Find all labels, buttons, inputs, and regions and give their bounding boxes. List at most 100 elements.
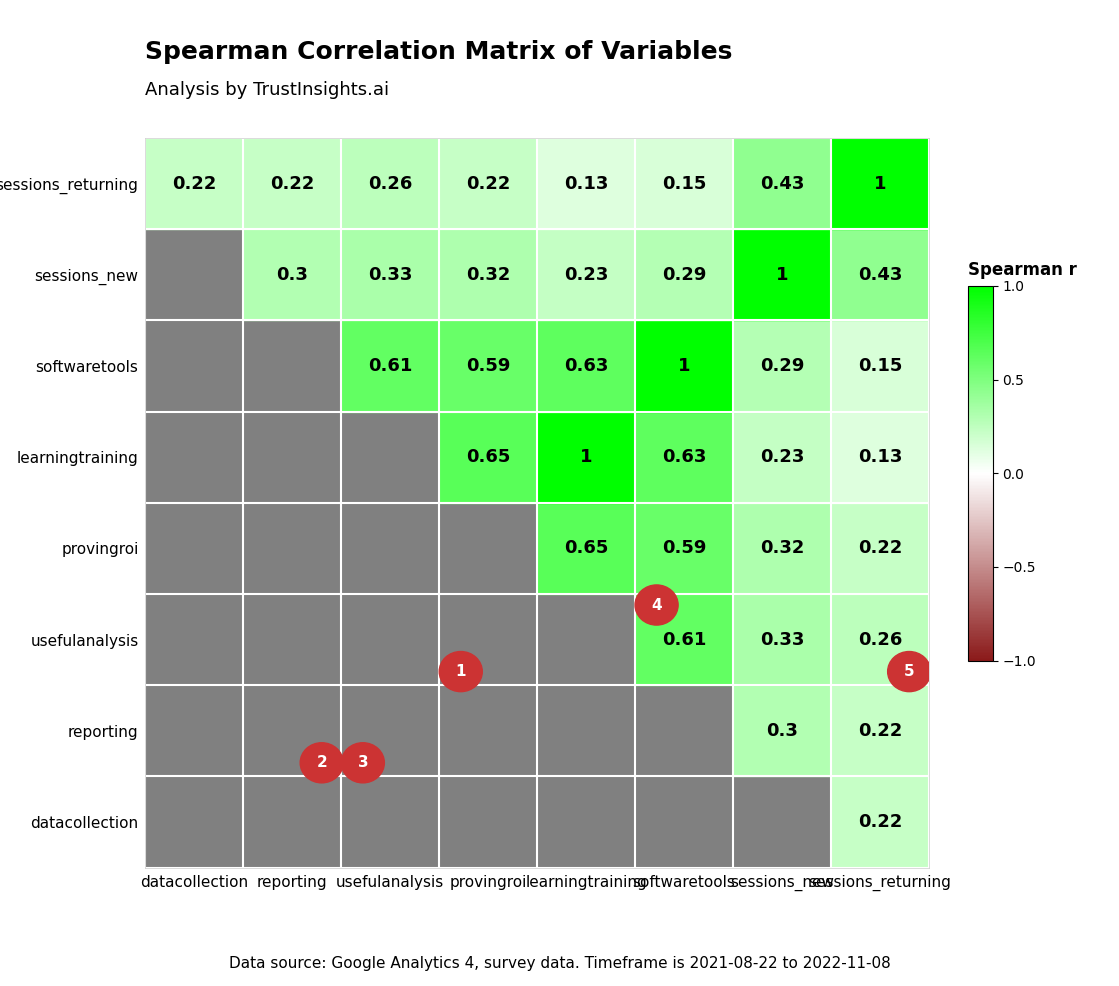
Bar bbox=[537, 229, 634, 320]
Text: 0.13: 0.13 bbox=[564, 175, 609, 192]
Bar bbox=[341, 138, 439, 229]
Text: 4: 4 bbox=[651, 598, 661, 612]
Bar bbox=[244, 777, 341, 868]
Text: 0.3: 0.3 bbox=[767, 722, 798, 740]
Text: 1: 1 bbox=[678, 357, 690, 375]
Text: Spearman r: Spearman r bbox=[968, 261, 1076, 279]
Text: 0.3: 0.3 bbox=[276, 266, 308, 284]
Text: 2: 2 bbox=[317, 755, 327, 770]
Bar bbox=[733, 685, 830, 777]
Bar bbox=[439, 503, 537, 594]
Text: 0.61: 0.61 bbox=[661, 631, 706, 649]
Bar bbox=[830, 320, 929, 412]
Bar bbox=[636, 503, 733, 594]
Bar bbox=[636, 685, 733, 777]
Text: 0.22: 0.22 bbox=[857, 539, 902, 557]
Text: 0.43: 0.43 bbox=[760, 175, 805, 192]
Bar bbox=[830, 229, 929, 320]
Circle shape bbox=[887, 652, 931, 691]
Text: 1: 1 bbox=[775, 266, 788, 284]
Text: 0.26: 0.26 bbox=[857, 631, 902, 649]
Bar bbox=[244, 594, 341, 685]
Bar bbox=[733, 594, 830, 685]
Bar bbox=[537, 777, 634, 868]
Bar bbox=[341, 777, 439, 868]
Bar bbox=[636, 412, 733, 503]
Bar bbox=[439, 777, 537, 868]
Bar bbox=[244, 229, 341, 320]
Text: 0.23: 0.23 bbox=[760, 449, 805, 466]
Bar bbox=[145, 777, 243, 868]
Text: 3: 3 bbox=[358, 755, 368, 770]
Bar bbox=[733, 138, 830, 229]
Text: 1: 1 bbox=[455, 665, 466, 679]
Bar bbox=[145, 594, 243, 685]
Text: 0.29: 0.29 bbox=[661, 266, 706, 284]
Bar bbox=[244, 412, 341, 503]
Text: 1: 1 bbox=[874, 175, 886, 192]
Bar bbox=[439, 138, 537, 229]
Bar bbox=[636, 138, 733, 229]
Bar bbox=[145, 138, 243, 229]
Text: 0.63: 0.63 bbox=[564, 357, 609, 375]
Bar bbox=[537, 685, 634, 777]
Text: 0.22: 0.22 bbox=[857, 722, 902, 740]
Text: 0.59: 0.59 bbox=[466, 357, 510, 375]
Text: 0.33: 0.33 bbox=[368, 266, 413, 284]
Bar bbox=[537, 503, 634, 594]
Text: 0.26: 0.26 bbox=[368, 175, 413, 192]
Bar bbox=[733, 503, 830, 594]
Text: 5: 5 bbox=[904, 665, 914, 679]
Bar bbox=[341, 594, 439, 685]
Bar bbox=[830, 777, 929, 868]
Text: 0.15: 0.15 bbox=[857, 357, 902, 375]
Bar bbox=[636, 777, 733, 868]
Bar bbox=[244, 138, 341, 229]
Circle shape bbox=[341, 742, 385, 783]
Bar bbox=[341, 412, 439, 503]
Bar bbox=[537, 320, 634, 412]
Text: 0.15: 0.15 bbox=[661, 175, 706, 192]
Bar bbox=[439, 412, 537, 503]
Bar bbox=[145, 229, 243, 320]
Bar bbox=[341, 320, 439, 412]
Bar bbox=[244, 685, 341, 777]
Text: 0.43: 0.43 bbox=[857, 266, 902, 284]
Bar bbox=[341, 229, 439, 320]
Bar bbox=[733, 777, 830, 868]
Bar bbox=[537, 594, 634, 685]
Text: 0.29: 0.29 bbox=[760, 357, 805, 375]
Bar bbox=[830, 138, 929, 229]
Bar bbox=[830, 594, 929, 685]
Text: 0.22: 0.22 bbox=[857, 813, 902, 831]
Bar bbox=[439, 229, 537, 320]
Bar bbox=[244, 320, 341, 412]
Bar bbox=[636, 320, 733, 412]
Text: 0.59: 0.59 bbox=[661, 539, 706, 557]
Bar bbox=[636, 229, 733, 320]
Text: 0.65: 0.65 bbox=[564, 539, 609, 557]
Text: 0.32: 0.32 bbox=[466, 266, 510, 284]
Text: 0.61: 0.61 bbox=[368, 357, 413, 375]
Bar bbox=[439, 685, 537, 777]
Text: 0.22: 0.22 bbox=[172, 175, 217, 192]
Text: 0.63: 0.63 bbox=[661, 449, 706, 466]
Text: Data source: Google Analytics 4, survey data. Timeframe is 2021-08-22 to 2022-11: Data source: Google Analytics 4, survey … bbox=[228, 956, 891, 971]
Circle shape bbox=[300, 742, 344, 783]
Text: 0.22: 0.22 bbox=[270, 175, 314, 192]
Text: 0.13: 0.13 bbox=[857, 449, 902, 466]
Bar bbox=[145, 412, 243, 503]
Bar bbox=[145, 503, 243, 594]
Text: 0.32: 0.32 bbox=[760, 539, 805, 557]
Bar bbox=[439, 320, 537, 412]
Circle shape bbox=[439, 652, 482, 691]
Text: 0.65: 0.65 bbox=[466, 449, 510, 466]
Bar bbox=[341, 503, 439, 594]
Bar bbox=[341, 685, 439, 777]
Bar bbox=[537, 412, 634, 503]
Bar bbox=[830, 503, 929, 594]
Bar bbox=[244, 503, 341, 594]
Bar bbox=[830, 412, 929, 503]
Circle shape bbox=[634, 585, 678, 625]
Text: Analysis by TrustInsights.ai: Analysis by TrustInsights.ai bbox=[145, 81, 389, 99]
